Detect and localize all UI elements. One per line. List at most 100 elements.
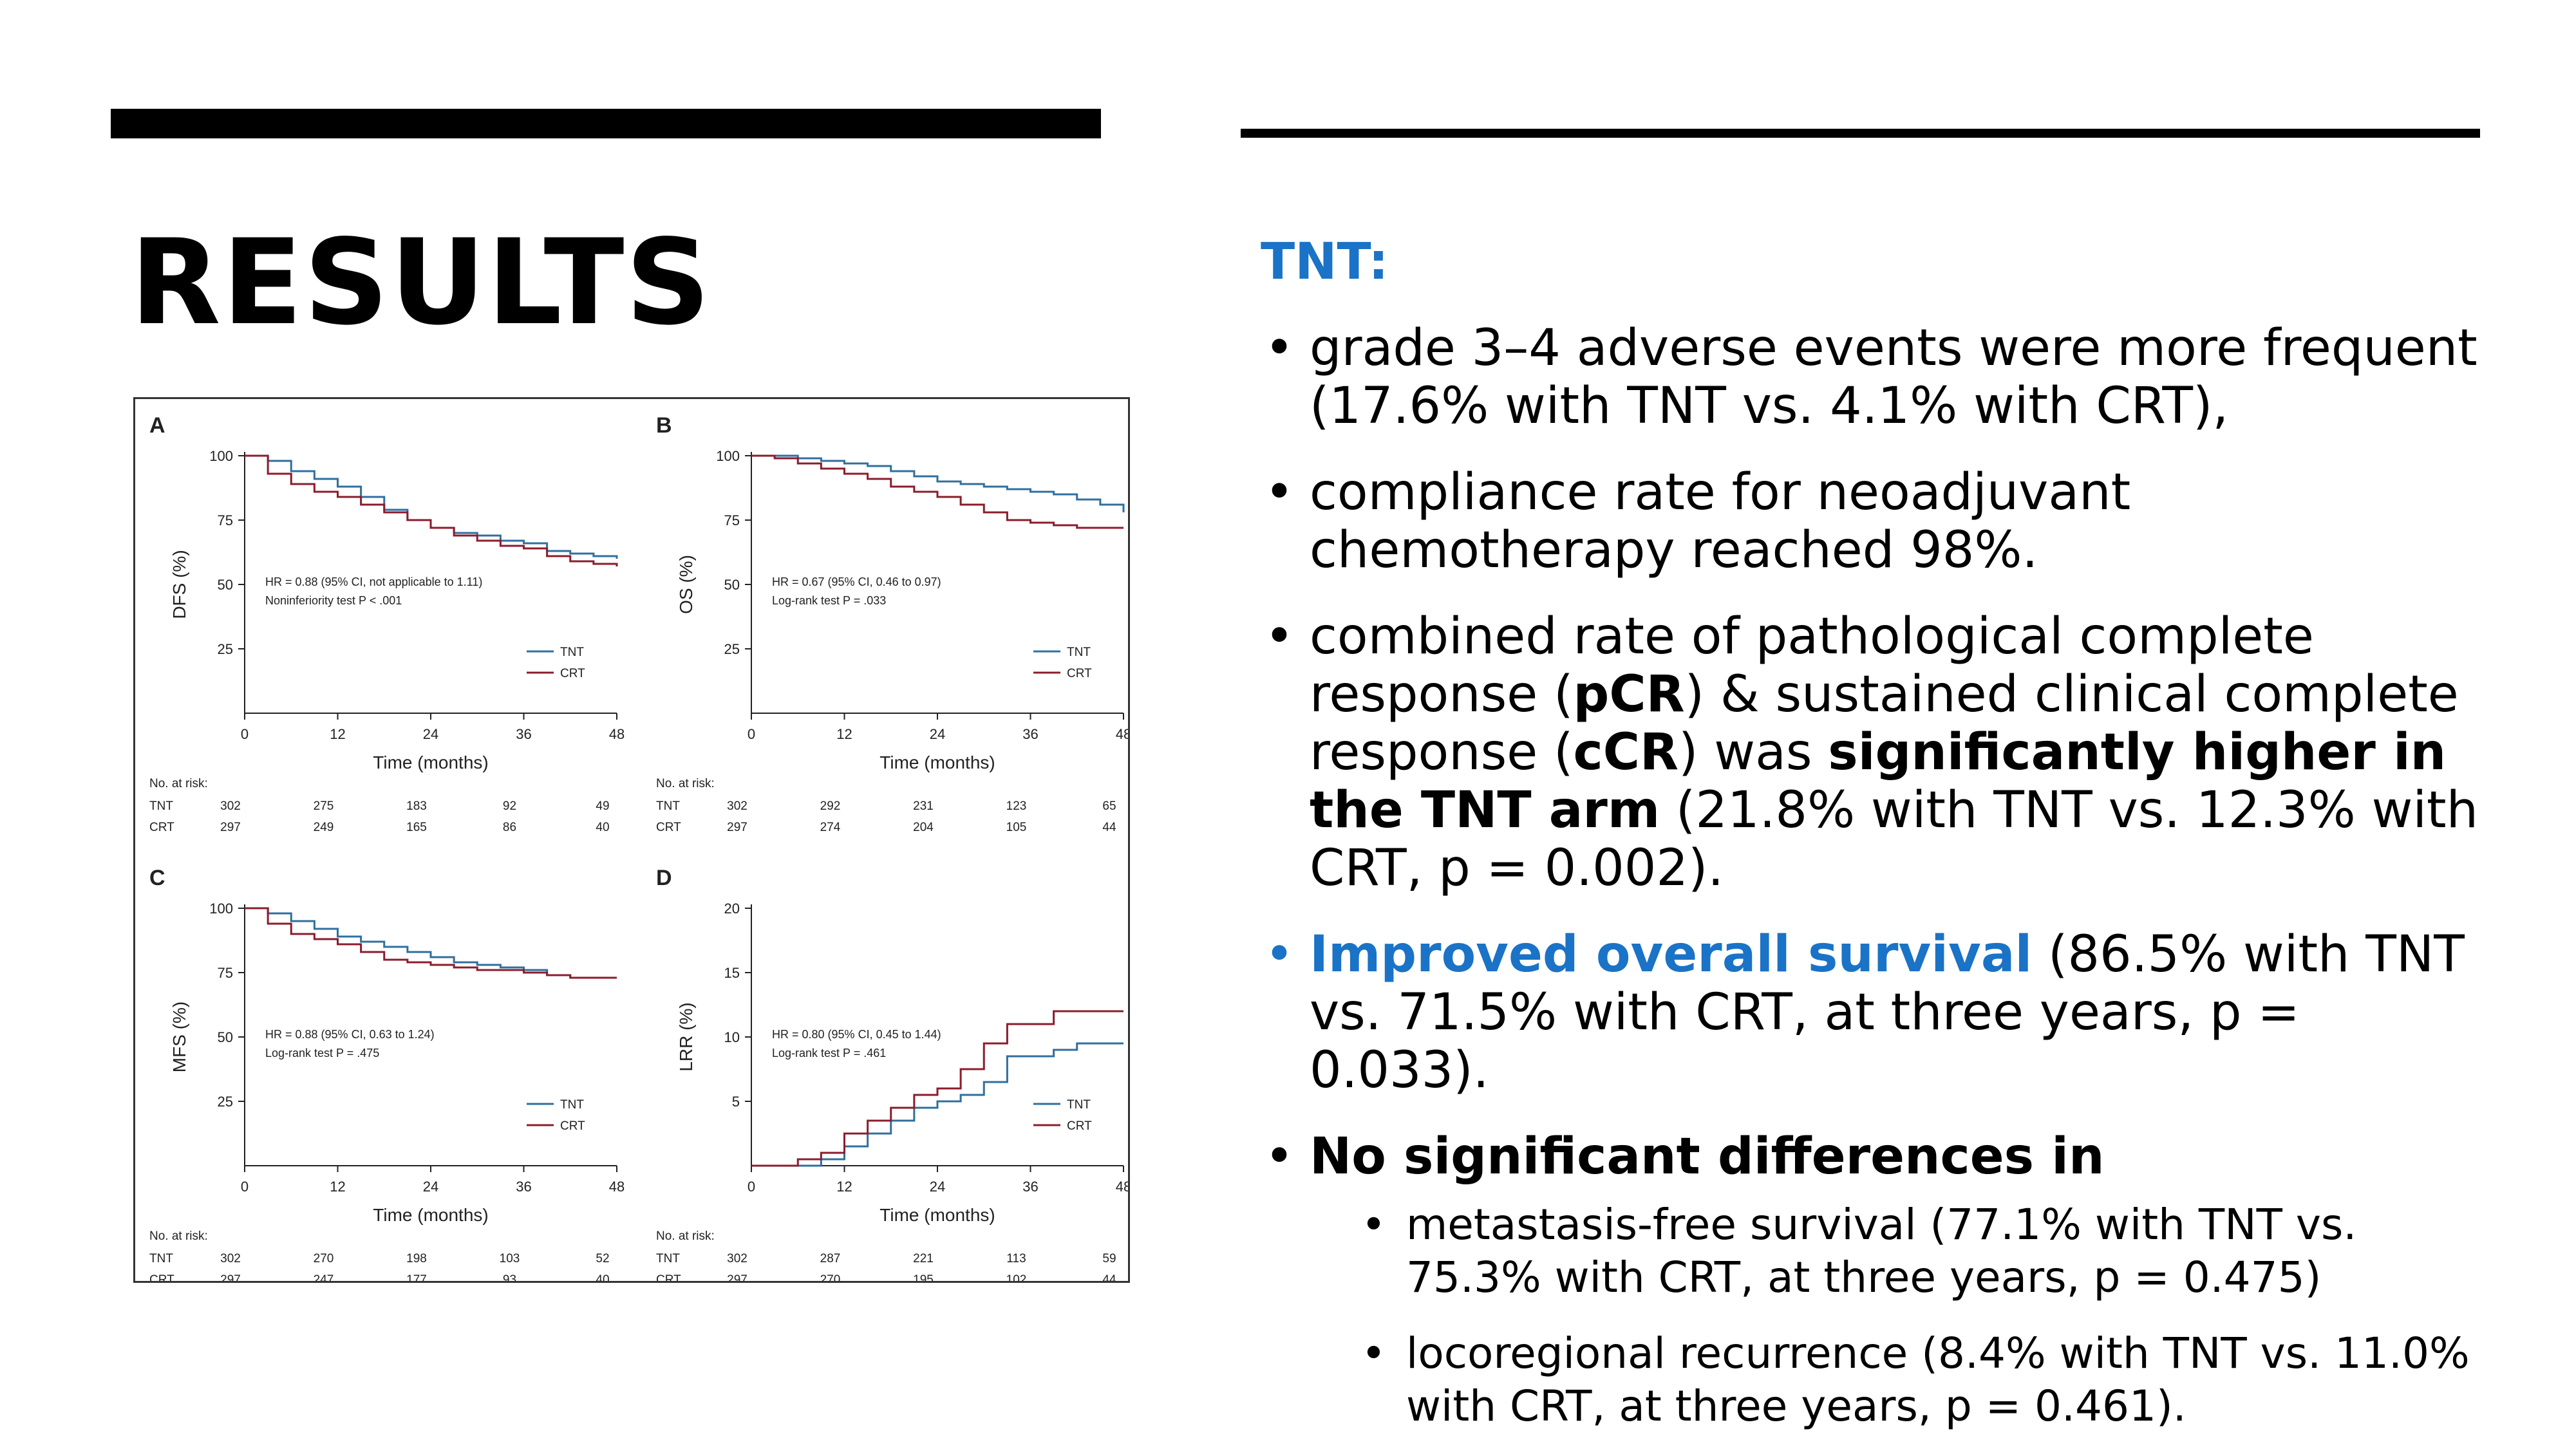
hazard-ratio-annotation: Noninferiority test P < .001 — [265, 594, 402, 607]
risk-count: 198 — [406, 1252, 427, 1265]
km-curve-tnt — [245, 907, 617, 979]
risk-row-label: TNT — [656, 1252, 680, 1265]
bullet-overall-survival: Improved overall survival (86.5% with TN… — [1261, 926, 2484, 1099]
slide-title: RESULTS — [130, 214, 712, 351]
legend-label: TNT — [560, 646, 584, 659]
risk-count: 292 — [820, 799, 841, 813]
risk-count: 113 — [1006, 1252, 1026, 1265]
x-tick-label: 12 — [330, 1179, 345, 1195]
y-tick-label: 100 — [716, 448, 740, 464]
risk-count: 40 — [596, 1273, 609, 1281]
hazard-ratio-annotation: Log-rank test P = .461 — [772, 1047, 886, 1059]
risk-count: 249 — [314, 821, 334, 834]
panel-letter: C — [149, 866, 165, 890]
risk-count: 44 — [1102, 1273, 1116, 1281]
decorative-bar-right — [1241, 129, 2480, 138]
y-axis-label: OS (%) — [676, 555, 696, 614]
text-run: (86.5% with TNT vs. 71.5% with CRT, at t… — [1310, 926, 2465, 1099]
x-tick-label: 24 — [930, 726, 945, 742]
km-curve-crt — [245, 454, 618, 566]
y-tick-label: 50 — [724, 577, 740, 593]
risk-count: 123 — [1006, 799, 1027, 813]
risk-count: 275 — [314, 799, 334, 813]
y-tick-label: 75 — [218, 965, 233, 981]
x-tick-label: 24 — [423, 726, 438, 742]
x-tick-label: 0 — [747, 726, 755, 742]
panel-letter: D — [656, 866, 672, 890]
hazard-ratio-annotation: HR = 0.88 (95% CI, not applicable to 1.1… — [265, 575, 482, 588]
km-curve-crt — [245, 907, 617, 979]
y-tick-label: 15 — [724, 965, 740, 981]
risk-table-label: No. at risk: — [149, 1229, 208, 1243]
x-axis-label: Time (months) — [879, 752, 995, 772]
risk-count: 221 — [913, 1252, 934, 1265]
x-tick-label: 24 — [423, 1179, 438, 1195]
y-tick-label: 25 — [218, 1094, 233, 1110]
text-run: (21.8% with TNT vs. 12.3% with CRT, p = … — [1310, 781, 2479, 897]
risk-count: 302 — [727, 799, 747, 813]
y-tick-label: 25 — [218, 641, 233, 657]
y-tick-label: 10 — [724, 1029, 740, 1045]
pcr-term: pCR — [1573, 666, 1685, 723]
y-tick-label: 50 — [218, 577, 233, 593]
risk-count: 40 — [596, 821, 609, 834]
risk-count: 177 — [406, 1273, 427, 1281]
risk-table-label: No. at risk: — [149, 777, 208, 790]
legend-label: TNT — [560, 1098, 584, 1112]
risk-count: 270 — [314, 1252, 334, 1265]
risk-row-label: TNT — [656, 799, 680, 813]
x-tick-label: 48 — [609, 1179, 625, 1195]
legend-label: CRT — [1067, 667, 1092, 680]
hazard-ratio-annotation: HR = 0.67 (95% CI, 0.46 to 0.97) — [772, 575, 941, 588]
legend-label: TNT — [1067, 1098, 1091, 1112]
risk-count: 52 — [596, 1252, 609, 1265]
y-tick-label: 50 — [218, 1029, 233, 1045]
x-tick-label: 24 — [930, 1179, 945, 1195]
y-tick-label: 20 — [724, 901, 740, 917]
ccr-term: cCR — [1573, 723, 1679, 781]
risk-count: 92 — [503, 799, 516, 813]
x-tick-label: 12 — [836, 726, 852, 742]
y-axis-label: LRR (%) — [676, 1002, 696, 1071]
risk-row-label: CRT — [149, 1273, 174, 1281]
risk-table-label: No. at risk: — [656, 1229, 715, 1243]
y-tick-label: 25 — [724, 641, 740, 657]
km-curve-tnt — [245, 454, 618, 559]
risk-row-label: TNT — [149, 799, 173, 813]
tnt-heading: TNT: — [1261, 233, 1389, 291]
y-tick-label: 100 — [209, 901, 233, 917]
legend-label: TNT — [1067, 646, 1091, 659]
y-axis-label: DFS (%) — [169, 550, 189, 619]
bullet-no-differences: No significant differences in — [1261, 1128, 2484, 1186]
risk-table-label: No. at risk: — [656, 777, 715, 790]
risk-count: 93 — [503, 1273, 516, 1281]
legend-label: CRT — [1067, 1119, 1092, 1133]
risk-count: 204 — [913, 821, 934, 834]
panel-letter: B — [656, 413, 672, 438]
x-axis-label: Time (months) — [373, 752, 488, 772]
legend-label: CRT — [560, 1119, 585, 1133]
x-tick-label: 0 — [747, 1179, 755, 1195]
km-curve-crt — [751, 1010, 1123, 1167]
risk-count: 302 — [727, 1252, 747, 1265]
bullet-compliance: compliance rate for neoadjuvant chemothe… — [1261, 463, 2484, 579]
risk-count: 195 — [913, 1273, 934, 1281]
x-tick-label: 0 — [241, 1179, 249, 1195]
km-curve-tnt — [751, 454, 1125, 512]
bullet-complete-response: combined rate of pathological complete r… — [1261, 608, 2484, 897]
risk-count: 86 — [503, 821, 516, 834]
risk-count: 103 — [500, 1252, 520, 1265]
risk-count: 49 — [596, 799, 609, 813]
y-tick-label: 5 — [732, 1094, 740, 1110]
text-run: ) was — [1678, 723, 1829, 781]
emphasis-text: No significant differences in — [1310, 1128, 2105, 1186]
risk-row-label: TNT — [149, 1252, 173, 1265]
hazard-ratio-annotation: Log-rank test P = .033 — [772, 594, 886, 607]
x-tick-label: 48 — [1116, 726, 1128, 742]
risk-count: 165 — [406, 821, 427, 834]
decorative-bar-left — [111, 109, 1101, 138]
risk-count: 297 — [727, 1273, 747, 1281]
x-tick-label: 0 — [241, 726, 249, 742]
risk-count: 297 — [220, 1273, 241, 1281]
